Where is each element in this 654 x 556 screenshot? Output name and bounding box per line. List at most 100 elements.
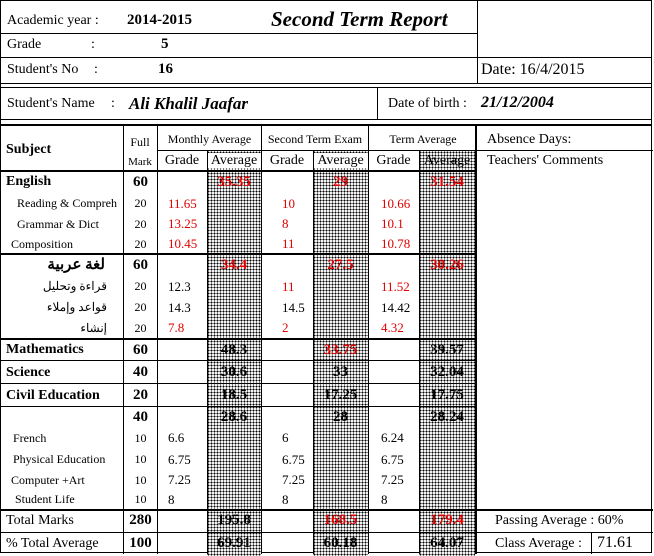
term-grade: 10.78 (381, 236, 411, 251)
monthly-average: 28.6 (220, 409, 248, 425)
divider (1, 119, 651, 120)
total-monthly: 195.8 (217, 512, 251, 528)
monthly-grade: 14.3 (168, 300, 191, 315)
absence-days: Absence Days: (487, 132, 572, 147)
divider (1, 87, 651, 88)
monthly-average: 35.35 (217, 174, 251, 190)
term-grade: 4.32 (381, 320, 404, 335)
dob-label: Date of birth : (388, 96, 467, 111)
divider (261, 124, 262, 554)
subject-name: Mathematics (6, 342, 84, 357)
col-subject: Subject (6, 142, 52, 157)
term-grade: 6.75 (381, 452, 404, 467)
exam-grade: 7.25 (282, 472, 305, 487)
exam-average: 28 (333, 409, 348, 425)
subject-name: Science (6, 365, 51, 380)
class-average-value: 71.61 (597, 534, 633, 551)
col-monthly: Monthly Average (167, 132, 252, 146)
report-title: Second Term Report (271, 7, 448, 31)
monthly-average: 34.4 (220, 257, 248, 273)
full-mark: 60 (133, 342, 148, 358)
pct-total-label: % Total Average (6, 536, 99, 551)
sub-grade: Grade (269, 153, 305, 168)
exam-grade: 6 (282, 430, 289, 445)
total-term: 179.4 (430, 512, 464, 528)
teachers-comments: Teachers' Comments (487, 153, 604, 168)
divider (1, 124, 651, 126)
exam-grade: 11 (282, 279, 295, 294)
subject-name: إنشاء (80, 321, 107, 335)
divider (475, 124, 477, 554)
term-average-column (419, 151, 475, 556)
subject-name: Physical Education (13, 452, 106, 466)
divider (1, 406, 477, 407)
divider (1, 383, 477, 384)
term-grade: 14.42 (381, 300, 411, 315)
academic-year-label: Academic year : (7, 13, 99, 28)
monthly-average: 30.6 (220, 364, 248, 380)
pct-monthly: 69.91 (217, 535, 251, 551)
divider (477, 1, 478, 84)
pct-full: 100 (129, 535, 152, 551)
col-term-average: Term Average (389, 132, 457, 146)
exam-average: 29 (333, 174, 348, 190)
exam-grade: 6.75 (282, 452, 305, 467)
subject-name: English (6, 174, 52, 189)
subject-name: لغة عربية (47, 257, 105, 273)
total-marks-label: Total Marks (6, 513, 74, 528)
exam-average: 33.75 (323, 342, 358, 358)
class-average-label: Class Average : (495, 536, 582, 551)
full-mark: 60 (133, 257, 148, 273)
col-mark: Mark (128, 156, 152, 168)
exam-grade: 14.5 (282, 300, 305, 315)
term-grade: 10.1 (381, 216, 404, 231)
student-no-colon: : (94, 62, 98, 77)
col-exam: Second Term Exam (267, 132, 363, 146)
divider (207, 150, 208, 554)
term-average: 28.24 (430, 409, 464, 425)
dob-value: 21/12/2004 (481, 94, 554, 111)
subject-name: Grammar & Dict (17, 217, 99, 231)
divider (1, 360, 477, 361)
col-full: Full (130, 135, 150, 149)
full-mark: 20 (133, 387, 148, 403)
full-mark: 20 (134, 217, 147, 231)
monthly-average: 18.5 (220, 387, 248, 403)
term-grade: 11.52 (381, 279, 410, 294)
divider (368, 124, 369, 554)
sub-grade: Grade (164, 153, 200, 168)
monthly-grade: 12.3 (168, 279, 191, 294)
divider (123, 124, 124, 554)
grade-colon: : (91, 37, 95, 52)
student-name-label: Student's Name (7, 96, 95, 111)
sub-average: Average (423, 153, 471, 168)
term-average: 30.26 (430, 257, 464, 273)
student-no-value: 16 (158, 61, 173, 77)
divider (1, 33, 477, 34)
academic-year-value: 2014-2015 (127, 12, 192, 28)
total-exam: 168.5 (323, 512, 358, 528)
divider (1, 509, 653, 511)
divider (1, 338, 477, 340)
full-mark: 40 (133, 364, 148, 380)
monthly-average: 48.3 (220, 342, 248, 358)
divider (157, 124, 158, 554)
divider (1, 83, 651, 84)
full-mark: 40 (133, 409, 148, 425)
divider (313, 150, 314, 554)
monthly-grade: 10.45 (168, 236, 198, 251)
exam-average: 27.5 (327, 257, 354, 273)
divider (591, 532, 592, 554)
exam-grade: 10 (282, 196, 295, 211)
passing-average: Passing Average : 60% (495, 513, 624, 528)
exam-grade: 8 (282, 492, 289, 507)
sub-average: Average (207, 153, 261, 168)
subject-name: Computer +Art (11, 473, 85, 487)
full-mark: 10 (134, 492, 147, 506)
subject-name: Student Life (15, 492, 75, 506)
divider (1, 170, 477, 172)
monthly-grade: 13.25 (168, 216, 198, 231)
monthly-grade: 7.8 (168, 320, 185, 335)
monthly-grade: 6.6 (168, 430, 185, 445)
